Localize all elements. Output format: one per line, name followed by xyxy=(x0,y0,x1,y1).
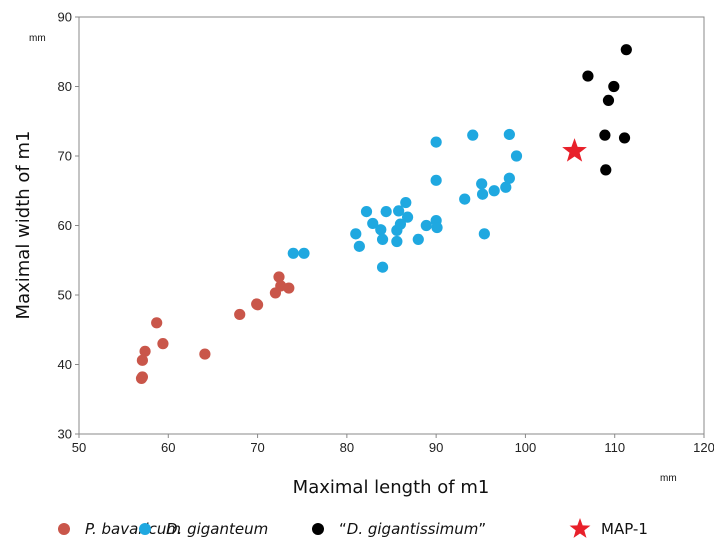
x-tick-label: 120 xyxy=(693,440,714,455)
data-point-d-gigantissimum xyxy=(599,129,611,141)
data-point-d-giganteum xyxy=(380,206,392,218)
data-point-p-bavaricum xyxy=(251,299,264,311)
data-point-d-gigantissimum xyxy=(602,94,615,106)
legend-marker-d-gigantissimum xyxy=(312,523,324,535)
y-tick-label: 40 xyxy=(58,357,72,372)
data-point-d-giganteum xyxy=(510,150,523,162)
data-point-d-giganteum xyxy=(376,233,389,245)
legend-marker-d-giganteum xyxy=(139,523,151,535)
x-tick-label: 70 xyxy=(250,440,264,455)
data-point-d-giganteum xyxy=(430,174,442,186)
data-point-d-giganteum xyxy=(478,228,490,240)
y-tick-label: 60 xyxy=(58,218,72,233)
data-point-d-giganteum xyxy=(420,219,432,232)
x-axis-title: Maximal length of m1 xyxy=(293,477,490,498)
data-point-d-giganteum xyxy=(500,181,512,193)
data-point-d-giganteum xyxy=(350,228,362,240)
x-tick-label: 100 xyxy=(515,440,537,455)
data-point-d-giganteum xyxy=(353,240,365,252)
data-points xyxy=(135,44,632,384)
axis-ticks: 50 60 70 80 90 100 110 120 30 40 50 60 70 80 90 xyxy=(58,10,714,456)
y-tick-label: 50 xyxy=(58,288,72,303)
plot-frame xyxy=(78,16,705,435)
x-tick-label: 50 xyxy=(72,440,86,455)
legend-label-d-gigantissimum: “D. gigantissimum” xyxy=(339,520,486,538)
y-axis-title: Maximal width of m1 xyxy=(13,131,34,320)
data-point-d-gigantissimum xyxy=(620,44,632,56)
data-point-p-bavaricum xyxy=(139,345,151,357)
data-point-p-bavaricum xyxy=(136,354,148,366)
x-tick-label: 80 xyxy=(340,440,354,455)
data-point-d-giganteum xyxy=(431,221,443,234)
legend-label-d-giganteum: D. giganteum xyxy=(166,520,268,538)
data-point-d-giganteum xyxy=(375,224,387,236)
data-point-p-bavaricum xyxy=(157,338,169,350)
data-point-d-gigantissimum xyxy=(600,164,612,176)
y-tick-label: 80 xyxy=(58,79,72,94)
data-point-d-giganteum xyxy=(367,217,379,230)
data-point-d-giganteum xyxy=(503,128,515,141)
legend-label-map-1: MAP-1 xyxy=(601,520,648,538)
x-tick-label: 60 xyxy=(161,440,175,455)
y-tick-label: 90 xyxy=(58,10,72,25)
x-axis-unit: mm xyxy=(660,473,677,484)
y-tick-label: 70 xyxy=(58,149,72,164)
data-point-d-giganteum xyxy=(391,235,403,248)
data-point-d-giganteum xyxy=(476,188,489,200)
y-tick-label: 30 xyxy=(58,427,72,442)
data-point-p-bavaricum xyxy=(199,348,211,360)
data-point-d-gigantissimum xyxy=(618,132,631,144)
data-point-d-giganteum xyxy=(467,129,479,141)
x-tick-label: 90 xyxy=(429,440,443,455)
data-point-p-bavaricum xyxy=(151,317,163,329)
data-point-d-giganteum xyxy=(488,185,500,197)
data-point-d-giganteum xyxy=(298,247,310,259)
data-point-d-giganteum xyxy=(287,247,299,259)
data-point-d-giganteum xyxy=(400,196,412,209)
data-point-d-gigantissimum xyxy=(582,70,594,82)
data-point-d-giganteum xyxy=(412,233,424,245)
data-point-d-gigantissimum xyxy=(608,80,620,93)
data-point-d-giganteum xyxy=(476,178,488,190)
data-point-p-bavaricum xyxy=(283,282,295,294)
data-point-p-bavaricum xyxy=(273,271,285,283)
data-point-d-giganteum xyxy=(459,193,471,205)
data-point-d-giganteum xyxy=(503,172,515,184)
data-point-p-bavaricum xyxy=(136,371,148,383)
data-point-d-giganteum xyxy=(393,205,405,217)
data-point-d-giganteum xyxy=(376,261,389,273)
y-axis-unit: mm xyxy=(29,33,46,44)
data-point-d-giganteum xyxy=(360,206,373,218)
data-point-p-bavaricum xyxy=(234,308,246,321)
data-point-d-giganteum xyxy=(430,136,442,148)
x-tick-label: 110 xyxy=(604,440,625,455)
legend-marker-p-bavaricum xyxy=(58,523,70,535)
data-point-d-giganteum xyxy=(394,218,407,230)
legend-label-p-bavaricum: P. bavaricum xyxy=(85,520,181,538)
data-point-map-1 xyxy=(562,138,587,162)
data-point-d-giganteum xyxy=(401,211,414,223)
legend-marker-map-1 xyxy=(569,518,591,538)
